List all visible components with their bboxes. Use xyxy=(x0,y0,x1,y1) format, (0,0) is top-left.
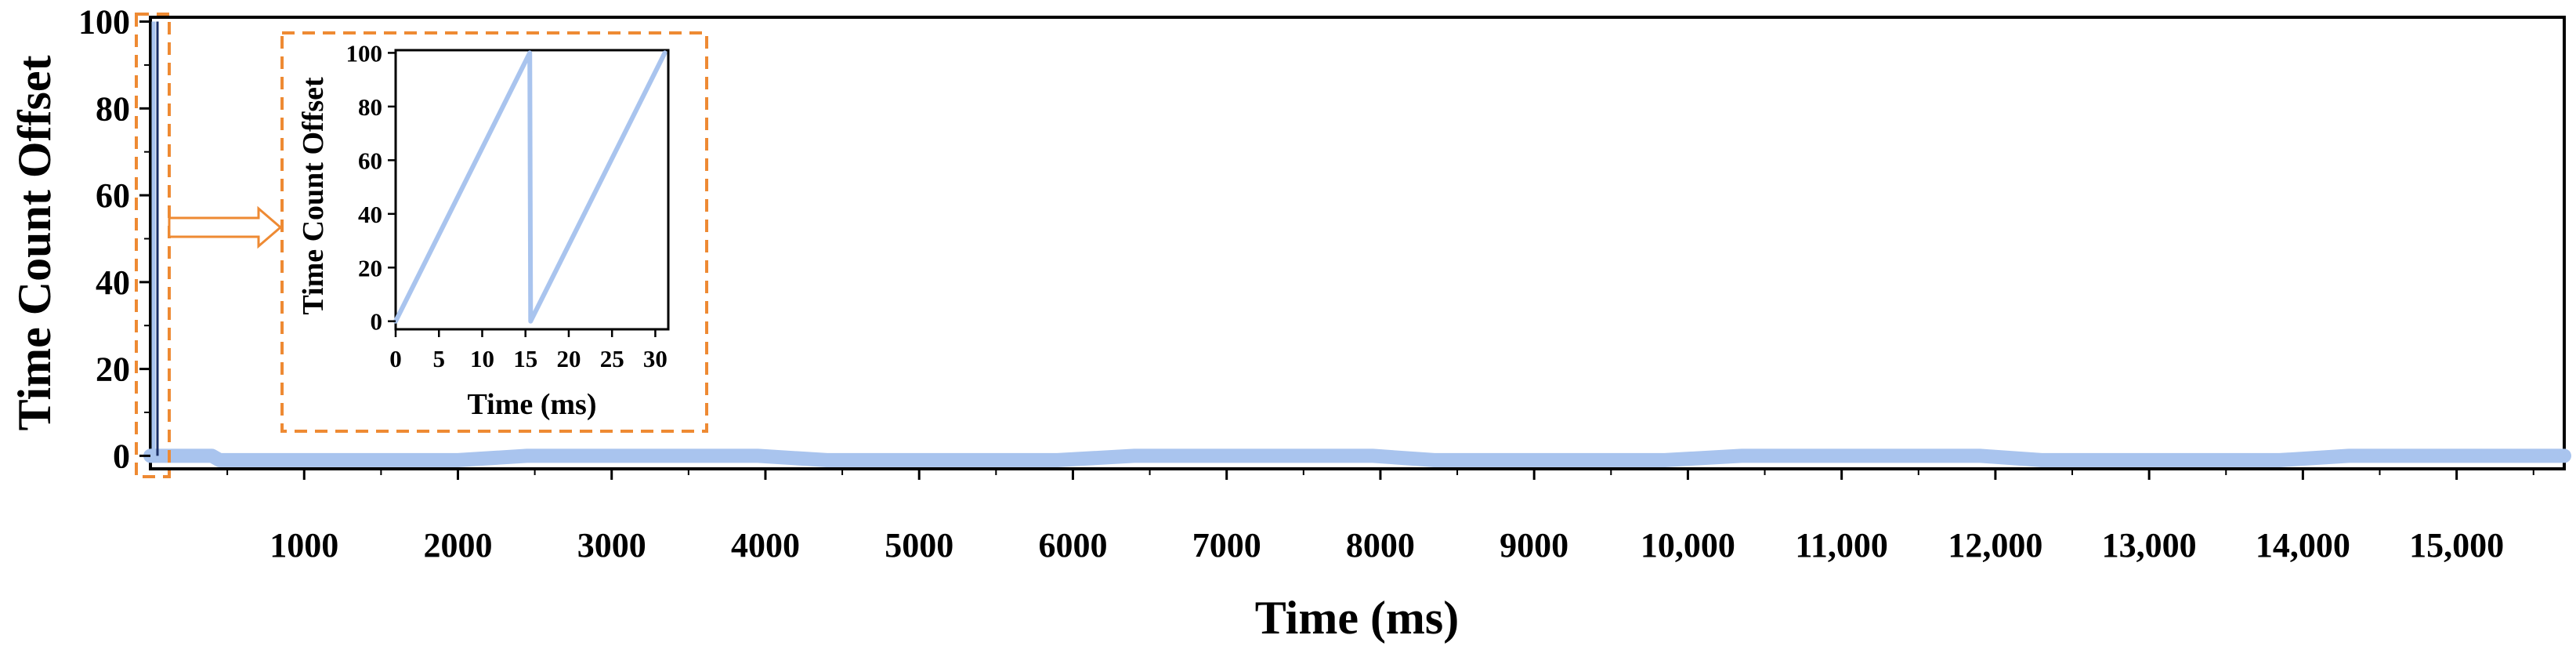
highlight-box-inset xyxy=(280,31,708,433)
main-x-tick-label: 6000 xyxy=(1038,526,1107,564)
main-x-tick-label: 13,000 xyxy=(2102,526,2197,564)
main-y-tick-label: 60 xyxy=(96,176,130,215)
inset-x-axis-label: Time (ms) xyxy=(468,388,597,421)
main-x-tick-label: 7000 xyxy=(1192,526,1261,564)
main-x-tick-label: 2000 xyxy=(423,526,492,564)
inset-x-ticks: 0 5 10 15 20 25 30 xyxy=(389,329,668,372)
inset-y-ticks: 0 20 40 60 80 100 xyxy=(346,39,396,336)
main-x-tick-label: 5000 xyxy=(885,526,953,564)
main-x-tick-label: 10,000 xyxy=(1641,526,1735,564)
inset-y-tick-label: 100 xyxy=(346,39,383,67)
main-y-tick-label: 80 xyxy=(96,89,130,128)
main-y-tick-label: 100 xyxy=(78,3,130,42)
main-y-tick-label: 0 xyxy=(113,437,130,475)
inset-series-layer xyxy=(393,50,668,324)
main-x-tick-label: 12,000 xyxy=(1948,526,2042,564)
inset-x-tick-label: 5 xyxy=(432,345,445,372)
inset-y-axis-label: Time Count Offset xyxy=(297,77,330,315)
inset-y-tick-label: 20 xyxy=(358,254,382,281)
main-y-axis-label: Time Count Offset xyxy=(9,56,60,431)
main-y-ticks: 0 20 40 60 80 100 xyxy=(78,3,150,475)
main-y-tick-label: 40 xyxy=(96,263,130,302)
main-x-tick-label: 11,000 xyxy=(1795,526,1888,564)
inset-y-tick-label: 80 xyxy=(358,93,382,121)
main-x-ticks: 1000 2000 3000 4000 5000 6000 7000 8000 9000 10,0… xyxy=(226,469,2534,564)
inset-plot-frame xyxy=(394,49,670,331)
main-series-line xyxy=(143,448,2571,467)
inset-x-tick-label: 10 xyxy=(470,345,494,372)
inset-x-tick-label: 15 xyxy=(513,345,537,372)
inset-x-tick-label: 30 xyxy=(643,345,668,372)
main-x-tick-label: 4000 xyxy=(731,526,800,564)
highlight-box-main xyxy=(135,13,171,478)
main-x-tick-label: 15,000 xyxy=(2409,526,2504,564)
main-plot-frame xyxy=(149,16,2566,470)
main-x-tick-label: 9000 xyxy=(1500,526,1568,564)
main-y-tick-label: 20 xyxy=(96,350,130,389)
inset-y-tick-label: 0 xyxy=(371,308,383,336)
inset-x-tick-label: 0 xyxy=(389,345,402,372)
main-series-layer xyxy=(143,21,2571,467)
inset-series-line xyxy=(393,50,668,324)
main-x-axis-label: Time (ms) xyxy=(1255,592,1460,644)
main-x-tick-label: 3000 xyxy=(577,526,646,564)
main-x-tick-label: 14,000 xyxy=(2256,526,2350,564)
inset-x-tick-label: 25 xyxy=(600,345,624,372)
inset-x-tick-label: 20 xyxy=(556,345,581,372)
inset-y-tick-label: 40 xyxy=(358,201,382,228)
main-x-tick-label: 8000 xyxy=(1346,526,1415,564)
arrow-to-inset xyxy=(168,205,283,249)
main-x-tick-label: 1000 xyxy=(270,526,338,564)
inset-y-tick-label: 60 xyxy=(358,147,382,174)
